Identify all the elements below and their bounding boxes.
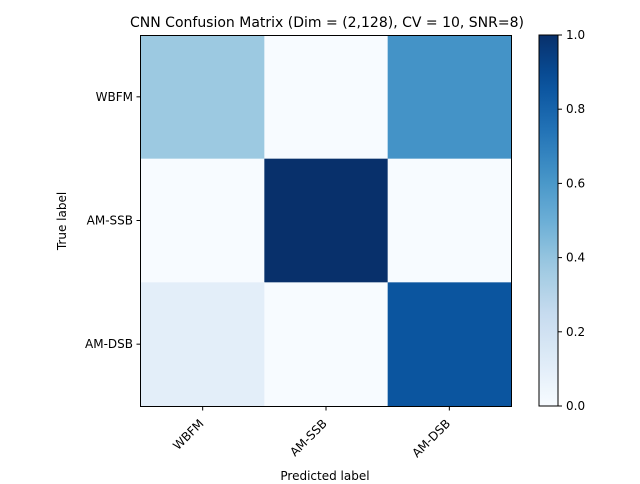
heatmap-cell bbox=[264, 158, 389, 283]
y-tick-label: AM-SSB bbox=[87, 214, 133, 228]
x-tick-label: WBFM bbox=[170, 416, 206, 452]
heatmap-cell bbox=[141, 158, 265, 283]
colorbar-tick-label: 0.6 bbox=[566, 176, 585, 190]
chart-title: CNN Confusion Matrix (Dim = (2,128), CV … bbox=[130, 15, 524, 31]
heatmap-cells bbox=[141, 35, 512, 407]
colorbar-tick-label: 0.0 bbox=[566, 399, 585, 413]
heatmap-cell bbox=[387, 35, 512, 160]
y-tick-label: AM-DSB bbox=[85, 337, 133, 351]
x-axis-label: Predicted label bbox=[280, 469, 369, 480]
colorbar-tick-label: 1.0 bbox=[566, 28, 585, 42]
x-tick-labels: WBFM AM-SSB AM-DSB bbox=[170, 406, 453, 460]
colorbar-tick-labels: 0.0 0.2 0.4 0.6 0.8 1.0 bbox=[558, 28, 585, 413]
heatmap-cell bbox=[264, 282, 389, 407]
x-tick-label: AM-DSB bbox=[409, 416, 453, 460]
colorbar-tick-label: 0.4 bbox=[566, 251, 585, 265]
x-tick-label: AM-SSB bbox=[287, 416, 330, 459]
y-tick-labels: WBFM AM-SSB AM-DSB bbox=[85, 90, 141, 351]
heatmap-cell bbox=[387, 282, 512, 407]
heatmap-cell bbox=[141, 282, 265, 407]
colorbar bbox=[538, 34, 559, 407]
heatmap-cell bbox=[387, 158, 512, 283]
y-axis-label: True label bbox=[55, 192, 69, 251]
colorbar-tick-label: 0.8 bbox=[566, 102, 585, 116]
colorbar-tick-label: 0.2 bbox=[566, 325, 585, 339]
y-tick-label: WBFM bbox=[96, 90, 133, 104]
heatmap-cell bbox=[141, 35, 265, 160]
heatmap-cell bbox=[264, 35, 389, 160]
